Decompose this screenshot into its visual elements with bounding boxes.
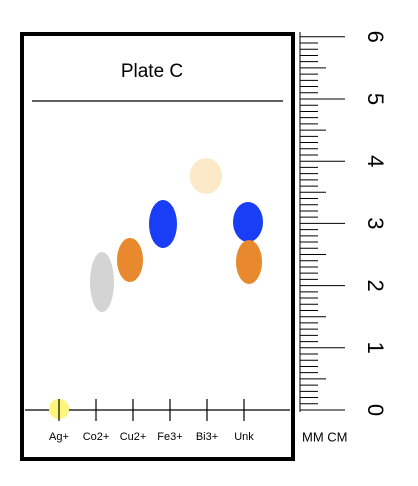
spot: [90, 252, 114, 312]
ruler-label: 4: [363, 155, 388, 167]
lane-label: Co2+: [83, 431, 110, 443]
spot: [149, 200, 177, 248]
lane-label: Fe3+: [157, 431, 182, 443]
ruler-label: 6: [363, 31, 388, 43]
ruler: 0 1 2 3 4 5 6: [300, 31, 388, 416]
spot: [117, 238, 143, 282]
lane-label: Cu2+: [120, 431, 147, 443]
spot: [233, 202, 263, 242]
lane-label: Bi3+: [196, 431, 218, 443]
ruler-label: 3: [363, 217, 388, 229]
ruler-label: 0: [363, 404, 388, 416]
ruler-label: 2: [363, 279, 388, 291]
lane-label: Ag+: [49, 431, 69, 443]
spot: [236, 240, 262, 284]
ruler-label: 5: [363, 93, 388, 105]
spot: [190, 158, 222, 194]
ruler-units: MM CM: [302, 429, 348, 444]
ruler-label: 1: [363, 342, 388, 354]
spots: [49, 158, 263, 419]
plate-title: Plate C: [121, 61, 183, 82]
lane-label: Unk: [234, 431, 254, 443]
